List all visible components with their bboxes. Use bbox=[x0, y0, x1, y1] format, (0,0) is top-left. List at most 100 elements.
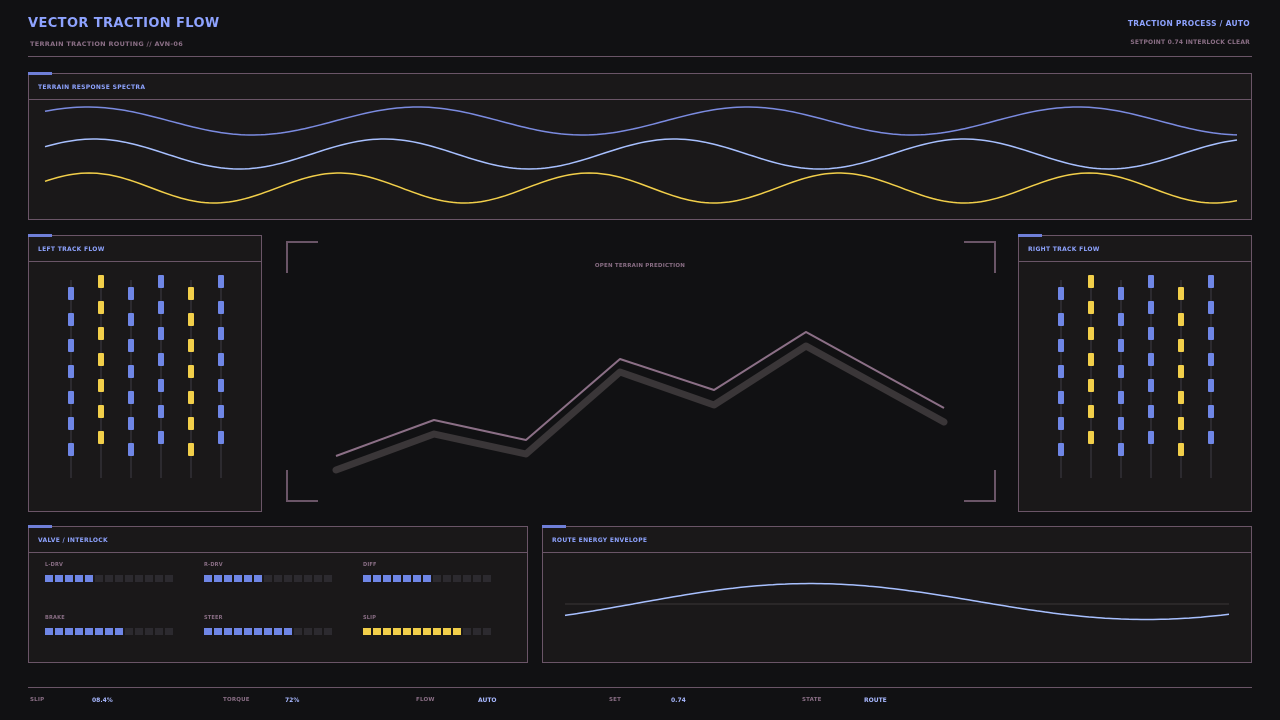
valve-bar-segment bbox=[244, 628, 252, 635]
left-track-segment bbox=[188, 313, 194, 326]
valve-bar-segment bbox=[363, 575, 371, 582]
valve-bar-segment bbox=[403, 628, 411, 635]
frame-corner-tl bbox=[286, 241, 318, 273]
valve-bar-segment bbox=[224, 628, 232, 635]
valve-bar-segment bbox=[383, 575, 391, 582]
right-track-segment bbox=[1208, 405, 1214, 418]
right-track-segment bbox=[1178, 339, 1184, 352]
left-track-title: LEFT TRACK FLOW bbox=[38, 246, 105, 253]
valve-bar-segment bbox=[135, 575, 143, 582]
valve-bar-segment bbox=[324, 628, 332, 635]
left-track-segment bbox=[128, 339, 134, 352]
valve-label: L-DRV bbox=[45, 562, 64, 568]
valve-bar-segment bbox=[423, 575, 431, 582]
frame-corner-bl bbox=[286, 470, 318, 502]
footer-label: TORQUE bbox=[223, 697, 250, 703]
right-track-segment bbox=[1058, 443, 1064, 456]
valve-bar-segment bbox=[373, 575, 381, 582]
left-track-segment bbox=[128, 443, 134, 456]
valve-bar-segment bbox=[244, 575, 252, 582]
panel-accent bbox=[28, 234, 52, 237]
right-track-segment bbox=[1058, 287, 1064, 300]
left-track-segment bbox=[218, 275, 224, 288]
valve-bar-segment bbox=[294, 575, 302, 582]
footer-value: AUTO bbox=[478, 697, 497, 704]
left-track-segment bbox=[188, 339, 194, 352]
valve-level-bar bbox=[45, 575, 173, 582]
left-track-segment bbox=[158, 301, 164, 314]
valve-bar-segment bbox=[65, 575, 73, 582]
right-track-segment bbox=[1088, 431, 1094, 444]
footer-value: ROUTE bbox=[864, 697, 887, 704]
valve-level-bar bbox=[45, 628, 173, 635]
left-track-segment bbox=[68, 313, 74, 326]
valve-bar-segment bbox=[95, 628, 103, 635]
valve-bar-segment bbox=[274, 628, 282, 635]
footer-label: STATE bbox=[802, 697, 822, 703]
valve-panel: VALVE / INTERLOCK L-DRV R-DRV DIFF BRAKE STE… bbox=[28, 525, 528, 663]
valve-bar-segment bbox=[473, 575, 481, 582]
right-track-segment bbox=[1208, 379, 1214, 392]
valve-bar-segment bbox=[155, 575, 163, 582]
left-track-segment bbox=[218, 327, 224, 340]
footer-label: FLOW bbox=[416, 697, 435, 703]
right-track-segment bbox=[1118, 313, 1124, 326]
left-track-segment bbox=[98, 431, 104, 444]
valve-bar-segment bbox=[254, 628, 262, 635]
right-track-title: RIGHT TRACK FLOW bbox=[1028, 246, 1100, 253]
valve-bar-segment bbox=[473, 628, 481, 635]
valve-bar-segment bbox=[453, 628, 461, 635]
valve-bar-segment bbox=[363, 628, 371, 635]
spectrum-wave-light bbox=[44, 138, 1238, 170]
valve-bar-segment bbox=[264, 628, 272, 635]
right-track-segment bbox=[1148, 379, 1154, 392]
valve-level-bar bbox=[363, 628, 491, 635]
valve-bar-segment bbox=[433, 575, 441, 582]
left-track-segment bbox=[188, 287, 194, 300]
valve-bar-segment bbox=[165, 628, 173, 635]
valve-bar-segment bbox=[324, 575, 332, 582]
valve-bar-segment bbox=[393, 575, 401, 582]
left-track-segment bbox=[218, 301, 224, 314]
left-track-segment bbox=[128, 287, 134, 300]
valve-bar-segment bbox=[135, 628, 143, 635]
valve-bar-segment bbox=[463, 628, 471, 635]
page-subtitle: TERRAIN TRACTION ROUTING // AVN-06 bbox=[30, 40, 184, 48]
valve-bar-segment bbox=[254, 575, 262, 582]
valve-bar-segment bbox=[214, 575, 222, 582]
valve-bar-segment bbox=[105, 575, 113, 582]
valve-bar-segment bbox=[413, 575, 421, 582]
left-track-panel: LEFT TRACK FLOW bbox=[28, 234, 262, 512]
valve-bar-segment bbox=[234, 575, 242, 582]
energy-panel: ROUTE ENERGY ENVELOPE bbox=[542, 525, 1252, 663]
status-readout: SETPOINT 0.74 INTERLOCK CLEAR bbox=[1130, 39, 1250, 46]
valve-bar-segment bbox=[85, 628, 93, 635]
right-track-segment bbox=[1058, 339, 1064, 352]
valve-bar-segment bbox=[383, 628, 391, 635]
frame-corner-tr bbox=[964, 241, 996, 273]
panel-header: TERRAIN RESPONSE SPECTRA bbox=[29, 74, 1251, 100]
left-track-segment bbox=[98, 327, 104, 340]
right-track-segment bbox=[1148, 431, 1154, 444]
left-track-segment bbox=[68, 287, 74, 300]
right-track-segment bbox=[1088, 301, 1094, 314]
spectrum-wave-blue bbox=[44, 106, 1238, 136]
left-track-segment bbox=[128, 417, 134, 430]
left-track-segment bbox=[68, 417, 74, 430]
valve-bar-segment bbox=[105, 628, 113, 635]
valve-bar-segment bbox=[294, 628, 302, 635]
panel-accent bbox=[1018, 234, 1042, 237]
left-track-segment bbox=[128, 365, 134, 378]
right-track-segment bbox=[1118, 365, 1124, 378]
spectra-plot bbox=[44, 106, 1238, 204]
valve-grid: L-DRV R-DRV DIFF BRAKE STEER SLIP bbox=[29, 527, 527, 662]
spectrum-wave-yellow bbox=[44, 172, 1238, 204]
prediction-line bbox=[335, 331, 945, 457]
valve-bar-segment bbox=[55, 575, 63, 582]
valve-bar-segment bbox=[204, 575, 212, 582]
right-track-column bbox=[1120, 280, 1122, 478]
right-track-segment bbox=[1208, 275, 1214, 288]
left-track-segment bbox=[218, 353, 224, 366]
valve-level-bar bbox=[204, 575, 332, 582]
frame-corner-br bbox=[964, 470, 996, 502]
